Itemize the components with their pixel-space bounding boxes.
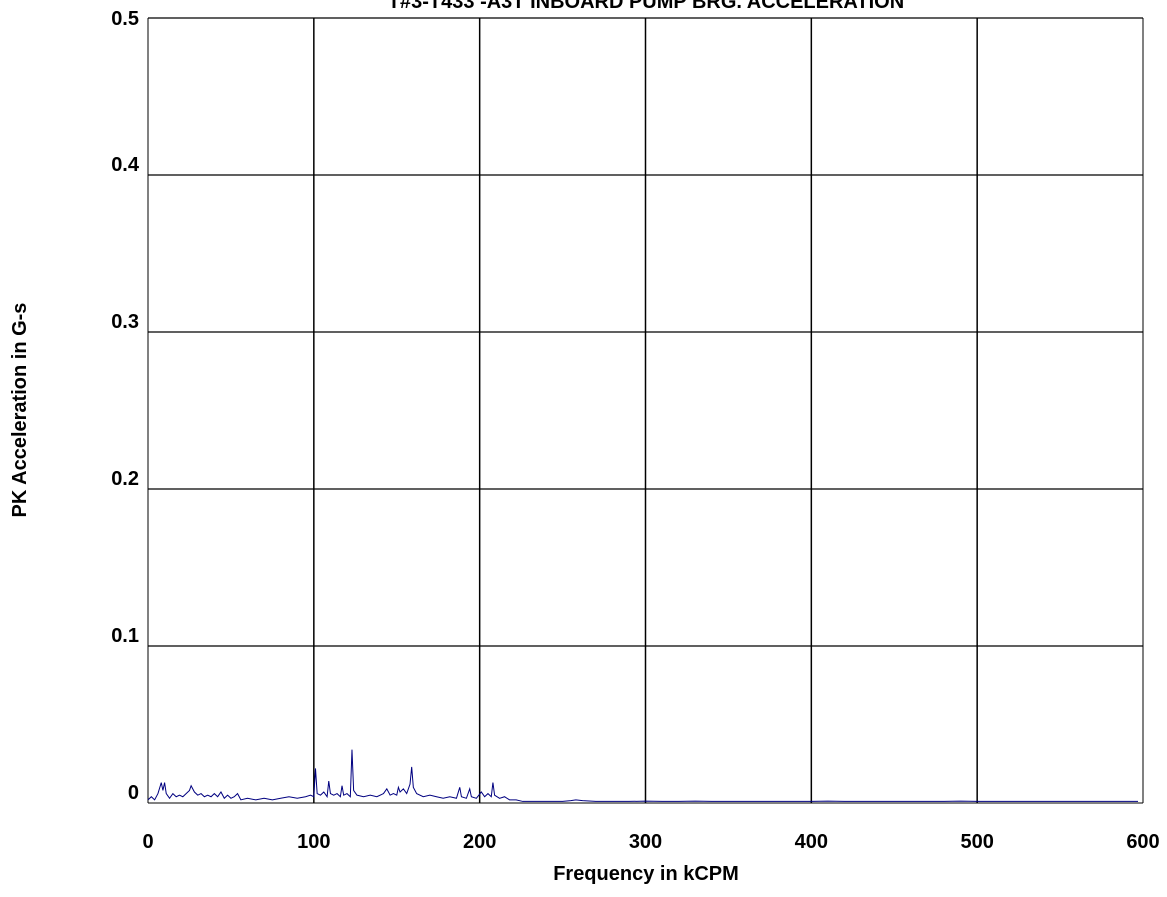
y-tick-label: 0.2 bbox=[111, 468, 139, 490]
x-tick-label: 400 bbox=[795, 831, 828, 853]
y-tick-label: 0.1 bbox=[111, 625, 139, 647]
y-axis-title: PK Acceleration in G-s bbox=[9, 303, 31, 518]
y-tick-label: 0 bbox=[128, 782, 139, 804]
x-tick-label: 500 bbox=[960, 831, 993, 853]
x-tick-label: 300 bbox=[629, 831, 662, 853]
x-axis-title: Frequency in kCPM bbox=[553, 863, 739, 885]
y-tick-label: 0.5 bbox=[111, 8, 139, 30]
axes bbox=[147, 18, 1144, 804]
y-axis-ticks: 0 0.1 0.2 0.3 0.4 0.5 bbox=[111, 8, 140, 804]
x-tick-label: 100 bbox=[297, 831, 330, 853]
chart-title: T#3-T433 -A3T INBOARD PUMP BRG. ACCELERA… bbox=[388, 0, 904, 13]
y-tick-label: 0.3 bbox=[111, 311, 139, 333]
y-tick-label: 0.4 bbox=[111, 154, 140, 176]
x-tick-label: 0 bbox=[142, 831, 153, 853]
grid-lines bbox=[148, 17, 1143, 803]
series-line bbox=[147, 749, 1139, 802]
x-tick-label: 200 bbox=[463, 831, 496, 853]
x-tick-label: 600 bbox=[1126, 831, 1159, 853]
x-axis-ticks: 0 100 200 300 400 500 600 bbox=[142, 831, 1159, 853]
